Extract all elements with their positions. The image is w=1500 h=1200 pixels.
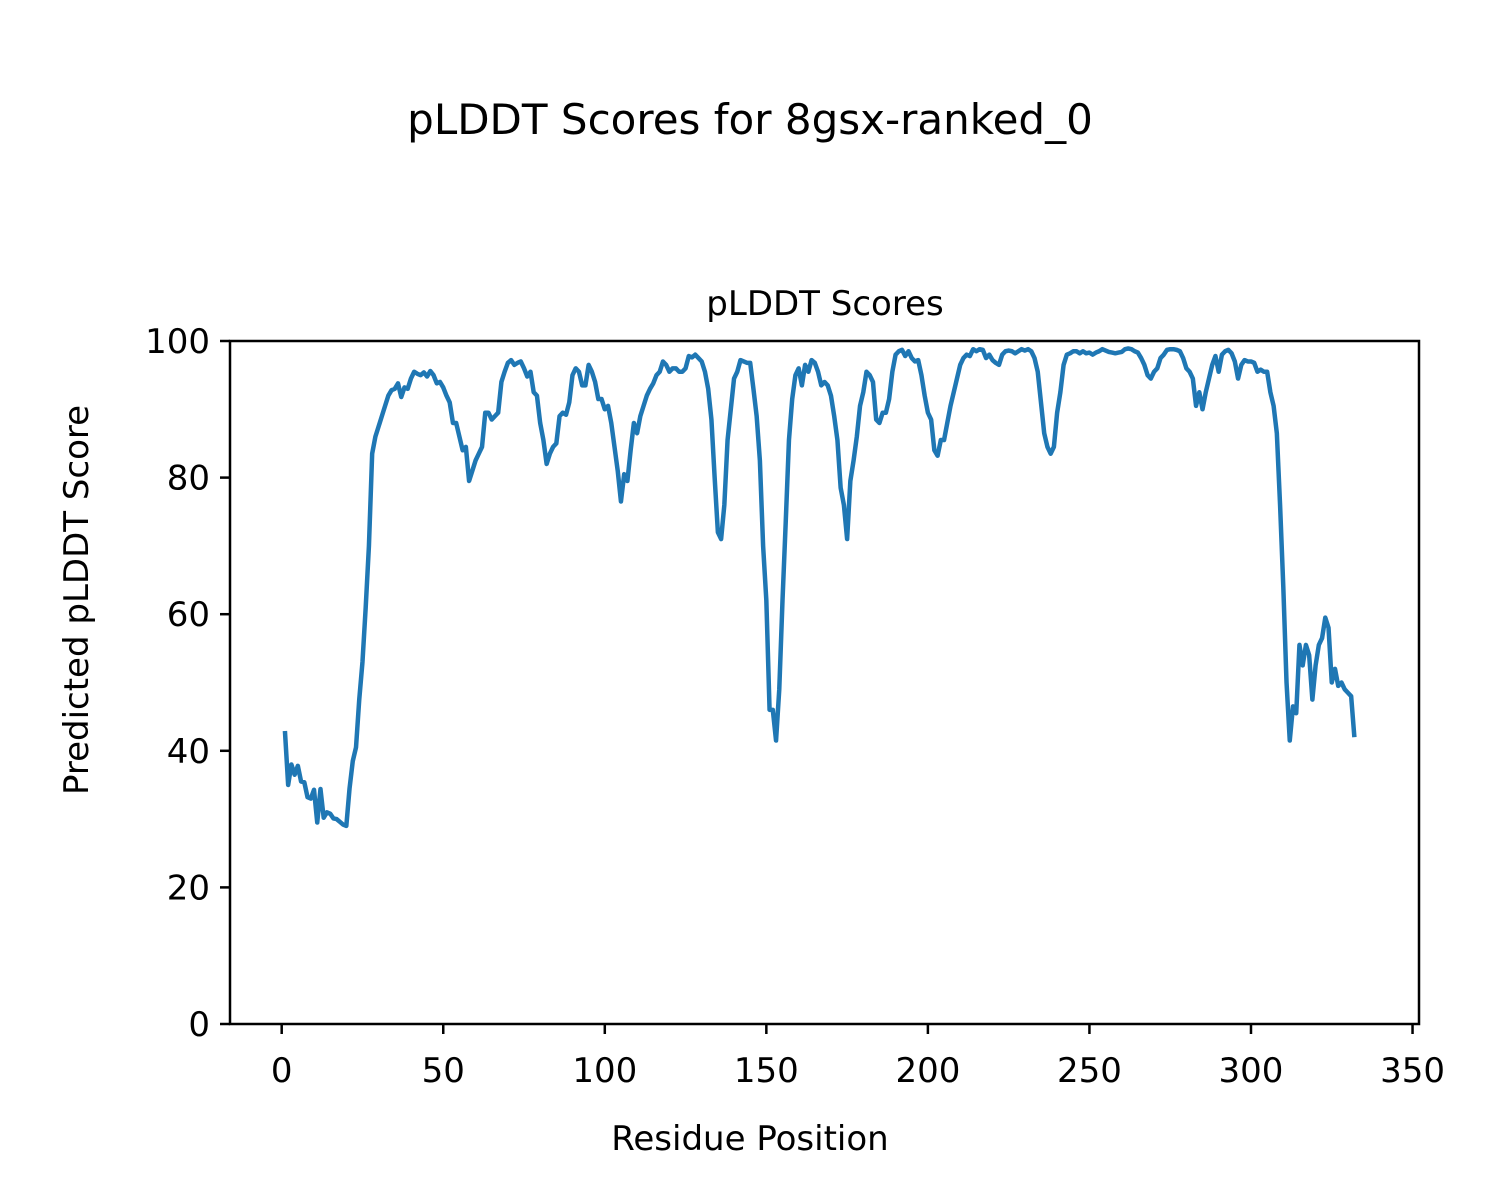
x-axis-label: Residue Position [611,1119,888,1159]
x-tick-label: 350 [1380,1051,1445,1091]
figure-title: pLDDT Scores for 8gsx-ranked_0 [407,95,1093,144]
plot-area [282,346,1357,829]
x-tick-label: 200 [895,1051,960,1091]
x-tick-label: 0 [271,1051,293,1091]
x-tick-label: 300 [1219,1051,1284,1091]
plddt-series-line-0 [282,346,1357,829]
x-tick-label: 150 [734,1051,799,1091]
y-axis-label: Predicted pLDDT Score [57,405,97,795]
y-tick-label: 40 [167,732,210,772]
x-tick-label: 250 [1057,1051,1122,1091]
x-tick-label: 100 [572,1051,637,1091]
y-tick-label: 20 [167,868,210,908]
y-tick-label: 100 [145,322,210,362]
y-tick-label: 0 [188,1005,210,1045]
x-tick-label: 50 [422,1051,465,1091]
y-tick-label: 80 [167,459,210,499]
x-axis-ticks: 0 50 100 150 200 250 300 350 [271,1024,1445,1091]
axes-title: pLDDT Scores [706,284,943,324]
axes-frame [228,339,1421,1026]
y-tick-label: 60 [167,595,210,635]
y-axis-ticks: 0 20 40 60 80 100 [145,322,230,1045]
